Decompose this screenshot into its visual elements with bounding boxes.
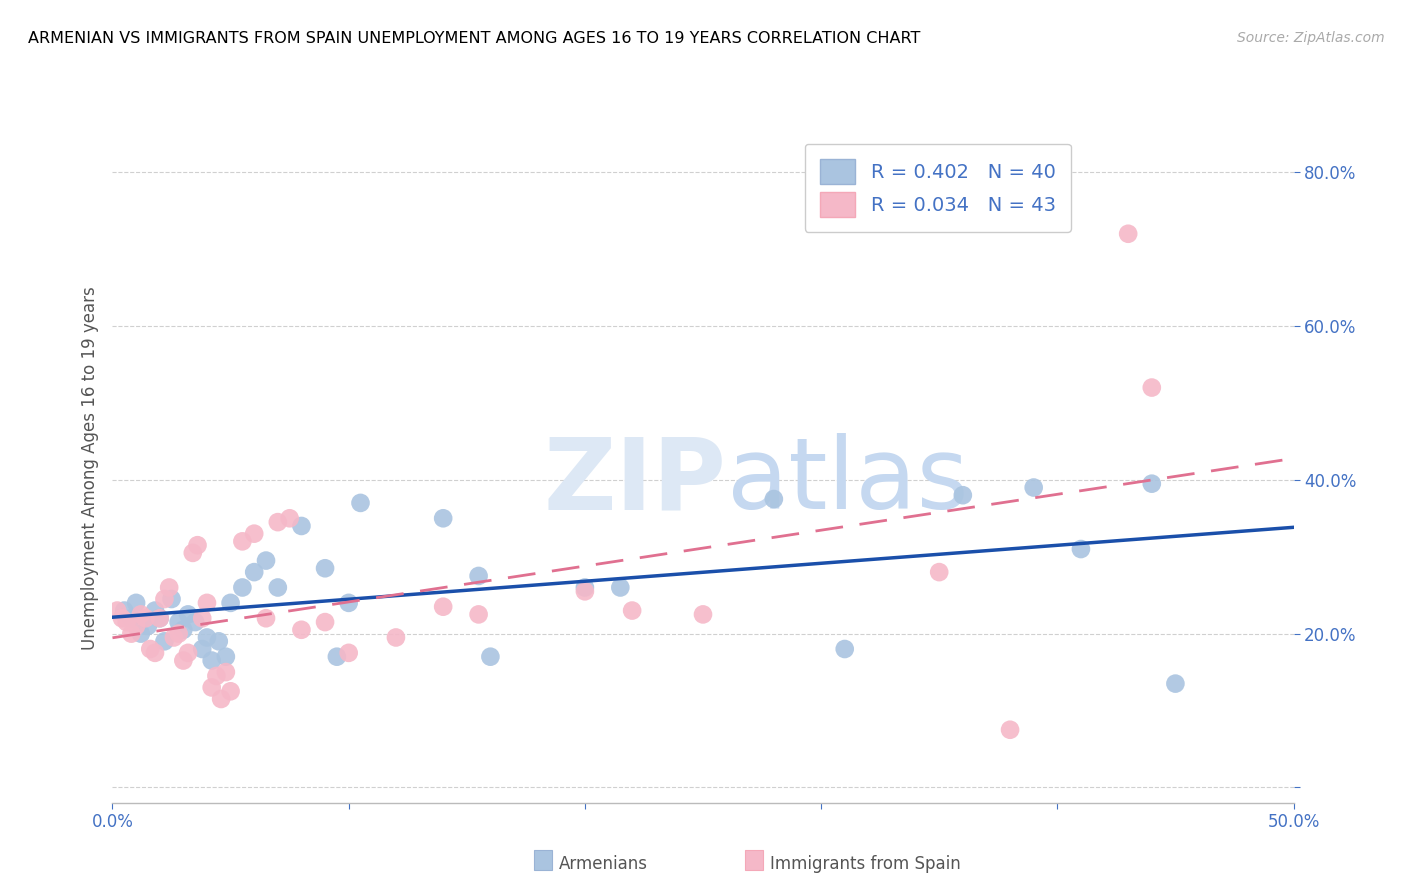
Point bbox=[186, 538, 208, 552]
Point bbox=[120, 626, 142, 640]
Point bbox=[692, 607, 714, 622]
Point bbox=[326, 649, 349, 664]
Point bbox=[201, 681, 224, 695]
Point bbox=[111, 611, 134, 625]
Text: ARMENIAN VS IMMIGRANTS FROM SPAIN UNEMPLOYMENT AMONG AGES 16 TO 19 YEARS CORRELA: ARMENIAN VS IMMIGRANTS FROM SPAIN UNEMPL… bbox=[28, 31, 921, 46]
Point bbox=[1022, 481, 1045, 495]
Point bbox=[243, 526, 266, 541]
Point bbox=[432, 599, 454, 614]
Point bbox=[609, 581, 631, 595]
Point bbox=[1140, 380, 1163, 394]
Point bbox=[160, 592, 183, 607]
Point bbox=[1164, 676, 1187, 690]
Point bbox=[191, 642, 214, 657]
Y-axis label: Unemployment Among Ages 16 to 19 years: Unemployment Among Ages 16 to 19 years bbox=[80, 286, 98, 650]
Point bbox=[254, 611, 277, 625]
Point bbox=[314, 561, 336, 575]
Point bbox=[290, 623, 312, 637]
Point bbox=[337, 596, 360, 610]
Point bbox=[928, 565, 950, 579]
Point bbox=[385, 631, 408, 645]
Point bbox=[432, 511, 454, 525]
Point bbox=[215, 665, 238, 679]
Point bbox=[254, 553, 277, 567]
Point bbox=[998, 723, 1021, 737]
Point bbox=[209, 692, 232, 706]
Point bbox=[163, 631, 186, 645]
Point bbox=[139, 642, 162, 657]
Point bbox=[231, 581, 253, 595]
Point bbox=[115, 615, 138, 629]
Point bbox=[574, 581, 596, 595]
Text: atlas: atlas bbox=[727, 434, 969, 530]
Point bbox=[172, 654, 194, 668]
Point bbox=[219, 596, 242, 610]
Point bbox=[479, 649, 502, 664]
Point bbox=[243, 565, 266, 579]
Point bbox=[172, 623, 194, 637]
Point bbox=[290, 519, 312, 533]
Point bbox=[149, 611, 172, 625]
Point bbox=[167, 626, 190, 640]
Point bbox=[135, 611, 157, 625]
Point bbox=[195, 631, 218, 645]
Point bbox=[208, 634, 231, 648]
Point bbox=[143, 603, 166, 617]
Point bbox=[177, 646, 200, 660]
Point bbox=[1140, 476, 1163, 491]
Point bbox=[149, 611, 172, 625]
Point bbox=[191, 611, 214, 625]
Point bbox=[219, 684, 242, 698]
Point bbox=[231, 534, 253, 549]
Text: ZIP: ZIP bbox=[544, 434, 727, 530]
Point bbox=[267, 581, 290, 595]
Point bbox=[574, 584, 596, 599]
Point bbox=[621, 603, 644, 617]
Point bbox=[278, 511, 301, 525]
Point bbox=[129, 626, 152, 640]
Point bbox=[215, 649, 238, 664]
Point bbox=[267, 515, 290, 529]
Point bbox=[201, 654, 224, 668]
Point bbox=[952, 488, 974, 502]
Point bbox=[1070, 542, 1092, 557]
Point bbox=[349, 496, 371, 510]
Text: Immigrants from Spain: Immigrants from Spain bbox=[770, 855, 960, 873]
Point bbox=[762, 491, 785, 506]
Point bbox=[120, 611, 142, 625]
Point bbox=[153, 592, 176, 607]
Point bbox=[125, 619, 148, 633]
Point bbox=[205, 669, 228, 683]
Point bbox=[129, 607, 152, 622]
Point bbox=[314, 615, 336, 629]
Point bbox=[177, 607, 200, 622]
Text: Source: ZipAtlas.com: Source: ZipAtlas.com bbox=[1237, 31, 1385, 45]
Point bbox=[157, 581, 180, 595]
Point bbox=[184, 615, 207, 629]
Point bbox=[136, 619, 159, 633]
Point bbox=[153, 634, 176, 648]
Point bbox=[181, 546, 204, 560]
Point bbox=[167, 615, 190, 629]
Point bbox=[195, 596, 218, 610]
Point bbox=[112, 603, 135, 617]
Legend: R = 0.402   N = 40, R = 0.034   N = 43: R = 0.402 N = 40, R = 0.034 N = 43 bbox=[804, 144, 1071, 233]
Point bbox=[467, 569, 489, 583]
Point bbox=[1116, 227, 1139, 241]
Point bbox=[105, 603, 128, 617]
Point bbox=[143, 646, 166, 660]
Point bbox=[467, 607, 489, 622]
Point bbox=[337, 646, 360, 660]
Point bbox=[125, 596, 148, 610]
Point bbox=[834, 642, 856, 657]
Text: Armenians: Armenians bbox=[560, 855, 648, 873]
